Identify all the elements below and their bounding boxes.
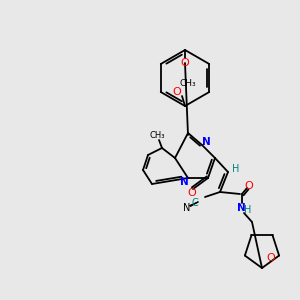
Text: O: O: [188, 188, 196, 198]
Text: N: N: [237, 203, 245, 213]
Text: H: H: [232, 164, 240, 174]
Text: CH₃: CH₃: [149, 131, 165, 140]
Text: O: O: [267, 253, 275, 262]
Text: O: O: [172, 87, 182, 97]
Text: C: C: [192, 198, 198, 208]
Text: N: N: [180, 177, 188, 187]
Text: H: H: [244, 205, 252, 215]
Text: O: O: [244, 181, 253, 191]
Text: O: O: [181, 58, 189, 68]
Text: CH₃: CH₃: [180, 80, 196, 88]
Text: N: N: [202, 137, 210, 147]
Text: N: N: [183, 203, 191, 213]
